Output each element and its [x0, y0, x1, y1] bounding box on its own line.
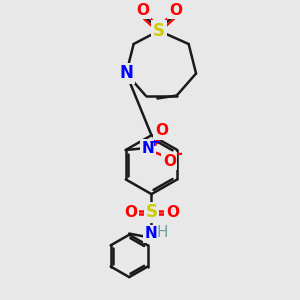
Text: N: N [119, 64, 133, 82]
Text: O: O [124, 205, 137, 220]
Text: O: O [163, 154, 176, 169]
Text: O: O [155, 123, 168, 138]
Text: S: S [153, 22, 165, 40]
Text: N: N [142, 141, 154, 156]
Text: N: N [145, 226, 157, 241]
Text: H: H [156, 226, 168, 241]
Text: O: O [166, 205, 179, 220]
Text: O: O [136, 3, 149, 18]
Text: -: - [176, 146, 182, 164]
Text: +: + [149, 135, 161, 149]
Text: O: O [169, 3, 182, 18]
Text: S: S [146, 203, 158, 221]
